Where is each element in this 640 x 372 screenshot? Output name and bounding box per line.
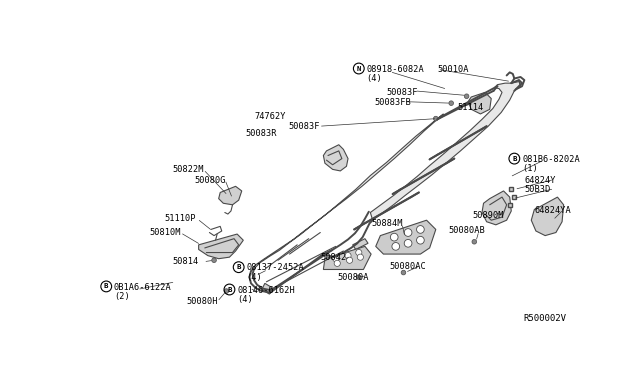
Polygon shape bbox=[198, 234, 243, 259]
Circle shape bbox=[392, 243, 399, 250]
Polygon shape bbox=[482, 191, 511, 225]
Text: 08146-6162H: 08146-6162H bbox=[237, 286, 295, 295]
Text: 64824YA: 64824YA bbox=[534, 206, 571, 215]
Circle shape bbox=[404, 240, 412, 247]
Text: 50083FB: 50083FB bbox=[374, 98, 411, 107]
Text: 08918-6082A: 08918-6082A bbox=[367, 65, 424, 74]
Text: (2): (2) bbox=[114, 292, 130, 301]
Polygon shape bbox=[262, 283, 273, 294]
Polygon shape bbox=[468, 92, 492, 114]
Text: 50814: 50814 bbox=[172, 257, 198, 266]
Text: B: B bbox=[227, 286, 232, 292]
Text: 50083F: 50083F bbox=[387, 88, 418, 97]
Circle shape bbox=[390, 233, 398, 241]
Polygon shape bbox=[371, 81, 520, 220]
Text: (4): (4) bbox=[246, 273, 262, 282]
Text: 50822M: 50822M bbox=[172, 165, 204, 174]
Circle shape bbox=[212, 258, 216, 263]
Circle shape bbox=[433, 116, 438, 121]
Polygon shape bbox=[531, 197, 564, 235]
Text: 50083R: 50083R bbox=[246, 129, 277, 138]
Circle shape bbox=[449, 101, 454, 106]
Circle shape bbox=[333, 256, 339, 262]
Text: (4): (4) bbox=[237, 295, 253, 304]
Circle shape bbox=[401, 270, 406, 275]
Circle shape bbox=[345, 253, 351, 259]
Text: (4): (4) bbox=[367, 74, 382, 83]
Circle shape bbox=[472, 240, 477, 244]
Circle shape bbox=[464, 94, 469, 99]
Circle shape bbox=[334, 260, 340, 266]
Text: B: B bbox=[512, 155, 516, 161]
Text: R500002V: R500002V bbox=[524, 314, 566, 323]
Text: 50810M: 50810M bbox=[149, 228, 181, 237]
Circle shape bbox=[356, 275, 361, 279]
Text: 081B6-8202A: 081B6-8202A bbox=[522, 155, 580, 164]
Circle shape bbox=[357, 254, 364, 260]
Text: 74762Y: 74762Y bbox=[255, 112, 286, 121]
Text: 50010A: 50010A bbox=[437, 65, 469, 74]
Circle shape bbox=[224, 289, 228, 294]
Text: B: B bbox=[104, 283, 109, 289]
Polygon shape bbox=[323, 246, 371, 269]
Polygon shape bbox=[323, 145, 348, 171]
Polygon shape bbox=[353, 239, 368, 250]
Text: 50080AC: 50080AC bbox=[390, 262, 426, 271]
Circle shape bbox=[417, 236, 424, 244]
Text: 08137-2452A: 08137-2452A bbox=[246, 263, 304, 272]
Text: (1): (1) bbox=[522, 164, 538, 173]
Polygon shape bbox=[219, 186, 242, 205]
Text: N: N bbox=[356, 65, 361, 71]
Circle shape bbox=[404, 229, 412, 236]
Text: 50890M: 50890M bbox=[473, 211, 504, 220]
Text: 50884M: 50884M bbox=[371, 219, 403, 228]
Text: 50842: 50842 bbox=[320, 253, 346, 262]
Text: 50B3D: 50B3D bbox=[524, 185, 550, 194]
Circle shape bbox=[356, 250, 362, 256]
Polygon shape bbox=[376, 220, 436, 254]
Text: 0B1A6-6122A: 0B1A6-6122A bbox=[114, 283, 172, 292]
Text: 64824Y: 64824Y bbox=[524, 176, 556, 185]
Text: 50080AB: 50080AB bbox=[448, 226, 485, 235]
Text: 50080G: 50080G bbox=[194, 176, 225, 185]
Text: 51114: 51114 bbox=[458, 103, 484, 112]
Text: 50080H: 50080H bbox=[186, 297, 218, 306]
Circle shape bbox=[346, 257, 353, 263]
Text: 50080A: 50080A bbox=[337, 273, 369, 282]
Text: 50083F: 50083F bbox=[288, 122, 319, 131]
Circle shape bbox=[417, 225, 424, 233]
Polygon shape bbox=[251, 114, 444, 271]
Text: 51110P: 51110P bbox=[164, 214, 196, 223]
Text: B: B bbox=[236, 264, 241, 270]
